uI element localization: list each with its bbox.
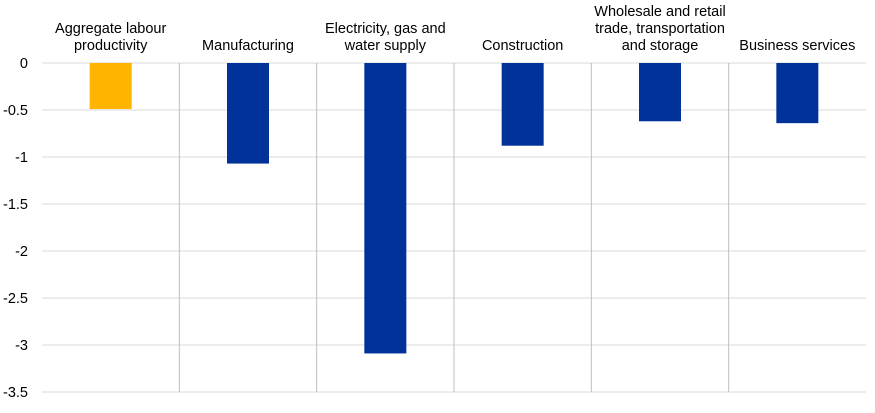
bar-3: [364, 63, 407, 354]
category-label: Electricity, gas and water supply: [325, 21, 446, 54]
category-label-line: Wholesale and retail: [594, 4, 725, 20]
y-tick-label: -3: [15, 338, 28, 354]
bars: [89, 63, 819, 354]
bar-2: [227, 63, 269, 164]
category-label-line: and storage: [622, 38, 699, 54]
category-label-line: water supply: [344, 38, 427, 54]
category-separators: [178, 63, 730, 392]
category-label: Construction: [482, 38, 563, 54]
y-tick-label: -3.5: [3, 385, 28, 401]
category-label-line: productivity: [74, 38, 148, 54]
bar-6: [776, 63, 819, 124]
bar-4: [501, 63, 544, 146]
category-label-line: Business services: [739, 38, 855, 54]
category-label-line: Electricity, gas and: [325, 21, 446, 37]
y-tick-label: -1.5: [3, 197, 28, 213]
category-label-line: Construction: [482, 38, 563, 54]
y-tick-label: -0.5: [3, 103, 28, 119]
bar-1: [89, 63, 132, 110]
category-label-line: trade, transportation: [595, 21, 725, 37]
y-axis-tick-labels: 0 -0.5 -1 -1.5 -2 -2.5 -3 -3.5: [3, 56, 28, 401]
category-label: Aggregate labour productivity: [55, 21, 166, 54]
category-label: Manufacturing: [202, 38, 294, 54]
category-label-line: Manufacturing: [202, 38, 294, 54]
category-label-line: Aggregate labour: [55, 21, 166, 37]
y-tick-label: 0: [20, 56, 28, 72]
category-label: Business services: [739, 38, 855, 54]
category-label: Wholesale and retail trade, transportatio…: [594, 4, 725, 54]
bar-5: [639, 63, 681, 122]
category-labels: Aggregate labour productivity Manufacturin…: [55, 4, 855, 54]
y-tick-label: -1: [15, 150, 28, 166]
y-tick-label: -2.5: [3, 291, 28, 307]
y-tick-label: -2: [15, 244, 28, 260]
